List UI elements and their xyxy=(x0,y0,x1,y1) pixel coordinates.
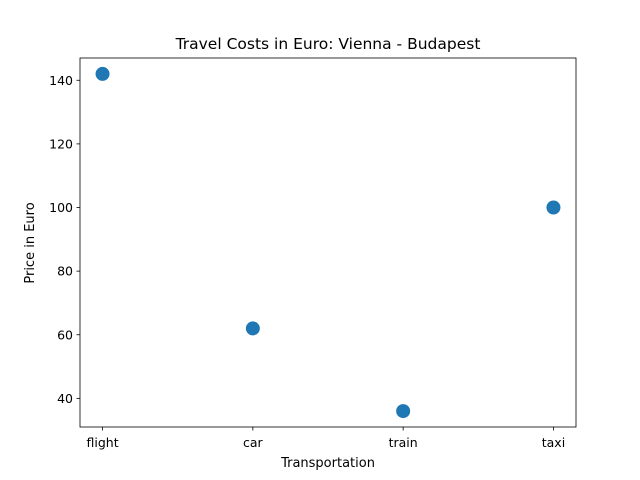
data-point xyxy=(396,404,411,419)
data-point xyxy=(95,66,110,81)
plot-area: 40 60 80 100 120 140 flight car train taxi xyxy=(49,57,577,450)
data-point xyxy=(245,321,260,336)
y-tick-label: 100 xyxy=(49,200,73,215)
x-tick-label: flight xyxy=(86,435,118,450)
y-tick-label: 40 xyxy=(57,391,73,406)
chart-title: Travel Costs in Euro: Vienna - Budapest xyxy=(175,35,481,53)
y-axis-label: Price in Euro xyxy=(23,202,38,283)
x-axis-label: Transportation xyxy=(280,456,375,471)
axes-frame xyxy=(79,57,577,428)
x-tick-label: train xyxy=(389,435,418,450)
y-tick-label: 140 xyxy=(49,73,73,88)
x-tick-label: taxi xyxy=(542,435,565,450)
data-point xyxy=(546,200,561,215)
y-tick-label: 80 xyxy=(57,264,73,279)
x-tick-label: car xyxy=(243,435,264,450)
y-tick-label: 60 xyxy=(57,327,73,342)
y-tick-label: 120 xyxy=(49,136,73,151)
